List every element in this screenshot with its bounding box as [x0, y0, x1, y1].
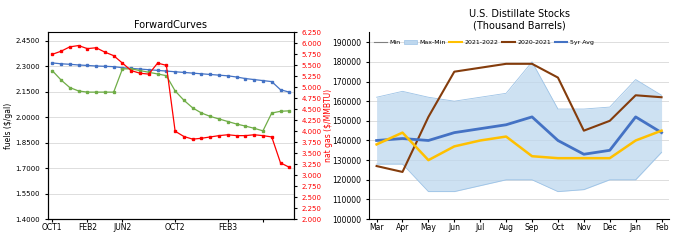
Y-axis label: fuels ($/gal): fuels ($/gal): [3, 103, 13, 149]
Y-axis label: nat gas ($/MMBTU): nat gas ($/MMBTU): [324, 89, 333, 162]
Title: U.S. Distillate Stocks
(Thousand Barrels): U.S. Distillate Stocks (Thousand Barrels…: [469, 9, 570, 30]
Title: ForwardCurves: ForwardCurves: [135, 20, 207, 30]
Legend: Min, Max-Min, 2021-2022, 2020-2021, 5yr Avg: Min, Max-Min, 2021-2022, 2020-2021, 5yr …: [372, 37, 596, 48]
